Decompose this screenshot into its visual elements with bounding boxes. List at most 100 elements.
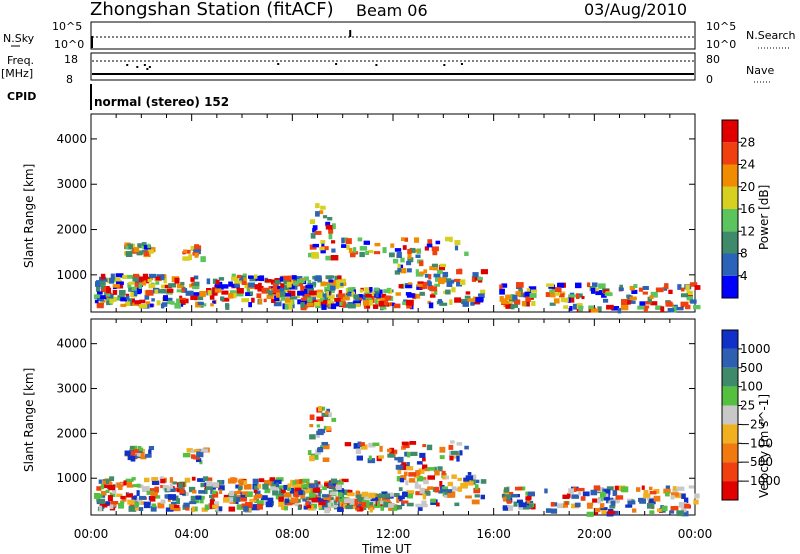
range-time-cell [312,281,317,286]
range-time-cell [525,496,531,501]
range-time-cell [214,288,222,293]
range-time-cell [265,501,273,508]
range-time-cell [159,476,164,480]
range-time-cell [603,494,610,501]
range-time-cell [251,297,255,303]
range-time-cell [558,293,565,298]
range-time-cell [122,275,128,280]
range-time-cell [293,281,299,286]
range-time-cell [422,490,431,496]
range-time-cell [176,289,185,293]
range-time-cell [571,494,580,499]
range-time-cell [333,285,340,290]
range-time-cell [127,455,134,461]
range-time-cell [521,300,526,307]
range-time-cell [315,304,322,309]
range-time-cell [586,282,591,288]
freq-dot [443,64,446,66]
range-time-cell [293,492,300,497]
range-time-cell [183,492,189,496]
range-time-cell [129,446,135,450]
range-time-cell [240,497,248,502]
range-time-cell [694,285,701,290]
range-time-cell [610,500,616,506]
range-time-cell [133,247,140,253]
range-time-cell [145,453,152,458]
range-time-cell [356,455,364,461]
range-time-cell [193,449,200,453]
range-time-cell [473,487,481,494]
velocity-colorbar-swatch [722,462,738,482]
range-time-cell [416,283,423,287]
velocity-ylabel: Slant Range [km] [22,368,36,472]
range-time-cell [680,293,689,298]
range-time-cell [199,460,203,465]
range-time-cell [246,287,251,293]
range-time-cell [109,481,113,486]
range-time-cell [243,277,247,281]
range-time-cell [465,475,474,481]
range-time-cell [434,283,441,287]
range-time-cell [398,284,404,289]
range-time-cell [134,300,141,305]
velocity-colorbar-tick-label: 500 [740,361,763,375]
range-time-cell [388,507,392,511]
range-time-cell [505,294,513,300]
nsky-label: N.Sky [3,32,35,45]
range-time-cell [445,289,451,295]
range-time-cell [272,282,279,289]
range-time-cell [109,297,114,304]
range-time-cell [567,297,571,303]
range-time-cell [206,278,211,285]
range-time-cell [371,291,376,296]
power-colorbar-tick-label: 16 [740,202,755,216]
range-time-cell [416,461,423,465]
range-time-cell [339,478,344,483]
range-time-cell [580,496,586,501]
range-time-cell [444,489,453,493]
x-tick-label: 04:00 [174,527,209,541]
range-time-cell [264,488,271,494]
range-time-cell [357,237,363,242]
range-time-cell [176,498,180,505]
range-time-cell [627,500,636,505]
range-time-cell [462,301,469,307]
range-time-cell [474,494,480,498]
range-time-cell [320,281,329,286]
range-time-cell [147,249,154,254]
range-time-cell [350,503,359,509]
range-time-cell [126,295,130,300]
range-time-cell [627,300,631,305]
range-time-cell [368,299,373,306]
range-time-cell [184,477,191,483]
range-time-cell [334,275,339,281]
range-time-cell [197,478,206,482]
range-time-cell [115,297,120,301]
range-time-cell [378,300,386,307]
range-time-cell [113,276,121,282]
range-time-cell [459,279,466,286]
range-time-cell [301,478,310,484]
range-time-cell [431,246,439,252]
range-time-cell [400,500,409,504]
range-time-cell [670,495,675,500]
range-time-cell [499,284,503,290]
range-time-cell [193,249,201,255]
x-tick-label: 00:00 [678,527,713,541]
range-time-cell [236,288,244,294]
range-time-cell [414,484,422,489]
range-time-cell [639,301,646,307]
range-time-cell [105,501,111,505]
range-time-cell [465,495,472,499]
y-tick-label: 4000 [56,337,87,351]
range-time-cell [599,503,605,509]
range-time-cell [315,484,323,488]
range-time-cell [241,280,247,285]
range-time-cell [364,287,369,293]
range-time-cell [258,478,265,483]
power-colorbar-swatch [722,231,738,254]
range-time-cell [342,296,350,301]
range-time-cell [672,306,677,311]
range-time-cell [307,450,312,456]
range-time-cell [360,444,368,450]
